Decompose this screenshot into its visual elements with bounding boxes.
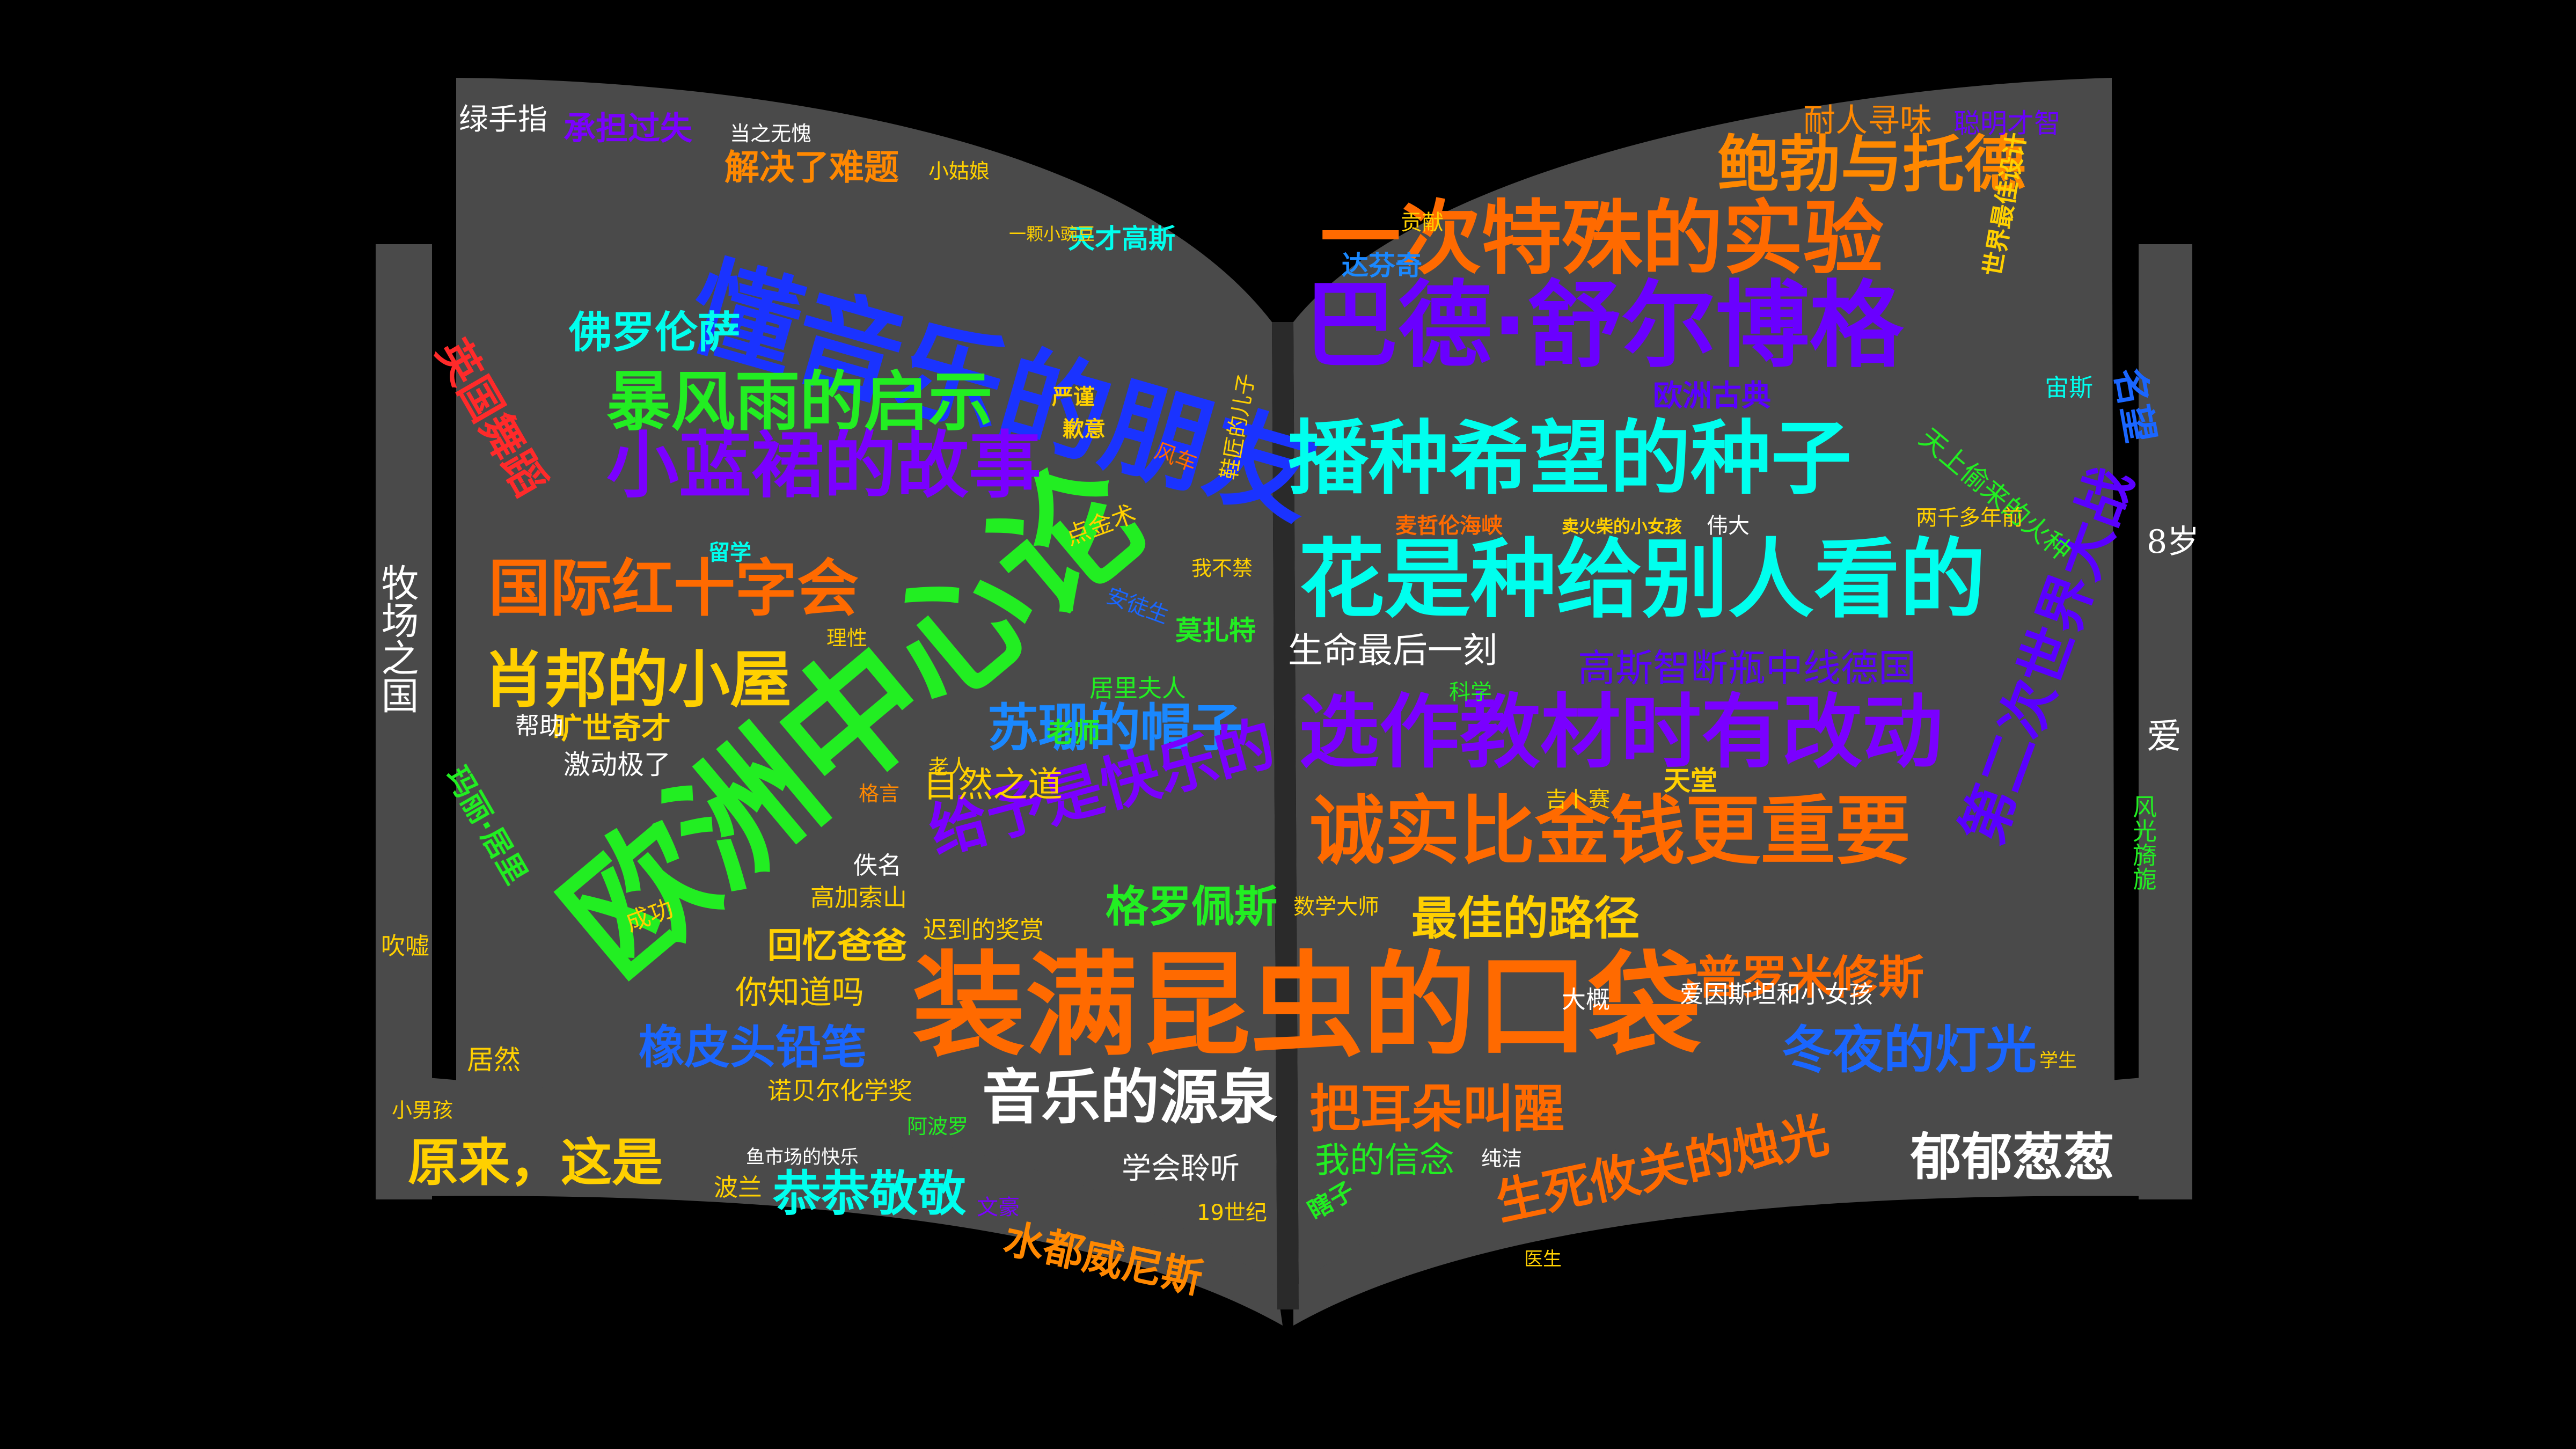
cloud-word: 天才高斯 bbox=[1068, 223, 1175, 254]
cloud-word: 老人 bbox=[928, 755, 970, 779]
cloud-word: 自然之道 bbox=[923, 765, 1063, 805]
cloud-word: 诺贝尔化学奖 bbox=[767, 1077, 913, 1105]
cloud-word: 风光旖旎 bbox=[2128, 794, 2157, 891]
cloud-word: 当之无愧 bbox=[730, 122, 812, 145]
cloud-word: 暴风雨的启示 bbox=[606, 365, 993, 440]
cloud-word: 你知道吗 bbox=[735, 974, 864, 1012]
cloud-word: 原来，这是 bbox=[408, 1133, 663, 1192]
cloud-word: 花是种给别人看的 bbox=[1299, 529, 1986, 630]
cloud-word: 解决了难题 bbox=[724, 148, 899, 188]
cloud-word: 医生 bbox=[1524, 1249, 1562, 1270]
cloud-word: 爱 bbox=[2147, 716, 2182, 757]
cloud-word: 迟到的奖赏 bbox=[923, 916, 1044, 944]
cloud-word: 恭恭敬敬 bbox=[773, 1166, 966, 1222]
cloud-word: 冬夜的灯光 bbox=[1782, 1021, 2037, 1080]
cloud-word: 欧洲古典 bbox=[1653, 378, 1772, 413]
cloud-word: 一颗小豌豆 bbox=[1009, 224, 1095, 244]
cloud-word: 我的信念 bbox=[1315, 1140, 1455, 1181]
cloud-word: 小男孩 bbox=[392, 1099, 453, 1122]
cloud-word: 诚实比金钱更重要 bbox=[1309, 788, 1911, 875]
cloud-word: 我不禁 bbox=[1191, 557, 1253, 580]
cloud-word: 鲍勃与托德 bbox=[1717, 129, 2026, 201]
right-book-edge bbox=[2139, 244, 2192, 1199]
cloud-word: 生命最后一刻 bbox=[1288, 631, 1498, 671]
cloud-word: 莫扎特 bbox=[1175, 615, 1256, 646]
cloud-word: 佚名 bbox=[853, 851, 902, 880]
cloud-word: 数学大师 bbox=[1293, 895, 1379, 919]
cloud-word: 巴德·舒尔博格 bbox=[1304, 272, 1904, 380]
cloud-word: 郁郁葱葱 bbox=[1911, 1128, 2115, 1187]
cloud-word: 留学 bbox=[708, 540, 751, 565]
left-page bbox=[456, 78, 1277, 1309]
cloud-word: 歉意 bbox=[1063, 417, 1106, 442]
cloud-word: 爱因斯坦和小女孩 bbox=[1680, 980, 1874, 1008]
cloud-word: 严谨 bbox=[1052, 385, 1095, 409]
cloud-word: 老师 bbox=[1046, 717, 1100, 748]
bottom-page-curl bbox=[376, 1073, 1283, 1326]
cloud-word: 牧场之国 bbox=[375, 564, 419, 714]
cloud-word: 8岁 bbox=[2147, 523, 2200, 561]
cloud-word: 理性 bbox=[826, 626, 868, 650]
cloud-word: 纯洁 bbox=[1481, 1147, 1523, 1170]
cloud-word: 两千多年前 bbox=[1916, 506, 2023, 530]
cloud-word: 居里夫人 bbox=[1089, 674, 1187, 702]
cloud-word: 小蓝裙的故事 bbox=[606, 423, 1041, 508]
right-page bbox=[1293, 78, 2114, 1309]
book-spine bbox=[1272, 322, 1299, 1309]
cloud-word: 选作教材时有改动 bbox=[1299, 686, 1943, 779]
cloud-word: 承担过失 bbox=[564, 110, 692, 148]
bottom-page-curl-right bbox=[1293, 1073, 2192, 1326]
cloud-word: 宙斯 bbox=[2045, 374, 2094, 402]
cloud-word: 橡皮头铅笔 bbox=[639, 1021, 867, 1074]
left-book-edge bbox=[376, 244, 432, 1199]
cloud-word: 格罗佩斯 bbox=[1106, 882, 1277, 932]
cloud-word: 居然 bbox=[467, 1044, 521, 1075]
cloud-word: 鱼市场的快乐 bbox=[746, 1147, 859, 1168]
cloud-word: 吹嘘 bbox=[381, 932, 430, 960]
cloud-word: 一次特殊的实验 bbox=[1320, 192, 1884, 286]
cloud-word: 把耳朵叫醒 bbox=[1309, 1080, 1565, 1139]
cloud-word: 达芬奇 bbox=[1342, 250, 1422, 281]
cloud-word: 阿波罗 bbox=[907, 1115, 969, 1138]
cloud-word: 播种希望的种子 bbox=[1288, 412, 1852, 506]
cloud-word: 科学 bbox=[1449, 680, 1492, 705]
cloud-word: 麦哲伦海峡 bbox=[1395, 514, 1503, 538]
cloud-word: 旷世奇才 bbox=[553, 711, 671, 745]
cloud-word: 高斯智断瓶中线德国 bbox=[1578, 646, 1916, 690]
cloud-word: 小姑娘 bbox=[928, 159, 990, 183]
cloud-word: 波兰 bbox=[714, 1173, 763, 1202]
cloud-word: 高加索山 bbox=[810, 883, 908, 912]
cloud-word: 音乐的源泉 bbox=[982, 1063, 1277, 1132]
cloud-word: 最佳的路径 bbox=[1411, 892, 1640, 946]
cloud-word: 贡献 bbox=[1401, 210, 1444, 235]
cloud-word: 卖火柴的小女孩 bbox=[1562, 516, 1682, 537]
cloud-word: 天堂 bbox=[1664, 765, 1717, 796]
cloud-word: 肖邦的小屋 bbox=[483, 644, 792, 716]
cloud-word: 伟大 bbox=[1707, 514, 1750, 538]
cloud-word: 佛罗伦萨 bbox=[569, 308, 741, 357]
cloud-word: 吉卜赛 bbox=[1546, 787, 1610, 812]
cloud-word: 格言 bbox=[859, 782, 900, 806]
cloud-word: 文豪 bbox=[977, 1195, 1020, 1220]
cloud-word: 国际红十字会 bbox=[488, 553, 859, 625]
cloud-word: 激动极了 bbox=[564, 749, 671, 780]
cloud-word: 耐人寻味 bbox=[1803, 102, 1932, 140]
cloud-word: 学生 bbox=[2039, 1050, 2077, 1072]
cloud-word: 装满昆虫的口袋 bbox=[912, 940, 1702, 1072]
cloud-word: 帮助 bbox=[515, 712, 564, 740]
cloud-word: 学会聆听 bbox=[1122, 1151, 1240, 1185]
cloud-word: 19世纪 bbox=[1197, 1201, 1267, 1225]
cloud-word: 聪明才智 bbox=[1953, 108, 2061, 139]
cloud-word: 苏珊的帽子 bbox=[987, 699, 1243, 758]
cloud-word: 绿手指 bbox=[459, 102, 548, 136]
cloud-word: 普罗米修斯 bbox=[1696, 952, 1924, 1005]
cloud-word: 大概 bbox=[1562, 985, 1611, 1014]
cloud-word: 回忆爸爸 bbox=[767, 926, 908, 966]
